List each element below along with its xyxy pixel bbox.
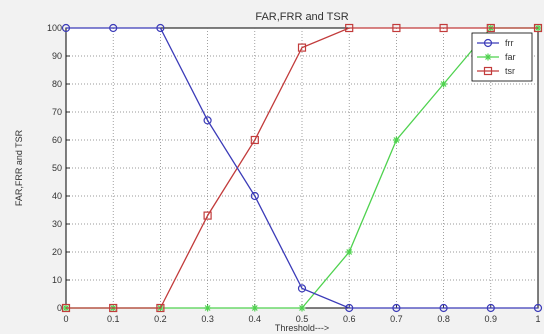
y-tick-label: 90 <box>52 51 62 61</box>
legend-label: tsr <box>505 66 515 76</box>
data-point-far <box>440 80 448 88</box>
x-tick-label: 0.4 <box>249 314 262 324</box>
data-point-far <box>345 248 353 256</box>
legend-marker <box>483 66 493 76</box>
data-point-frr <box>439 303 448 313</box>
data-point-frr <box>156 23 165 33</box>
data-point-frr <box>61 23 71 33</box>
star-stroke <box>251 305 258 311</box>
x-tick-label: 0.1 <box>107 314 120 324</box>
y-tick-label: 70 <box>52 107 62 117</box>
data-point-frr <box>392 303 401 313</box>
legend-box <box>471 32 533 82</box>
tick-labels: 0 0.1 0.2 0.3 0.4 0.5 0.6 0.7 0.8 0.9 101020304050… <box>47 23 541 324</box>
y-tick-label: 10 <box>52 275 62 285</box>
series-group <box>61 23 543 313</box>
legend-entry-tsr: tsr <box>477 66 515 76</box>
legend-marker <box>484 53 492 61</box>
grid <box>65 27 539 309</box>
x-tick-label: 0.9 <box>485 314 498 324</box>
star-stroke <box>299 305 305 311</box>
y-tick-label: 30 <box>52 219 62 229</box>
data-point-frr <box>533 303 543 313</box>
star-stroke <box>393 137 400 143</box>
star-stroke <box>346 249 353 255</box>
chart-title: FAR,FRR and TSR <box>255 11 348 23</box>
data-point-frr <box>109 23 118 33</box>
y-tick-label: 20 <box>52 247 62 257</box>
x-tick-label: 1 <box>535 314 540 324</box>
series-frr <box>61 23 543 313</box>
data-point-tsr <box>203 211 212 220</box>
y-tick-label: 80 <box>52 79 62 89</box>
data-point-frr <box>345 303 354 313</box>
star-stroke <box>204 305 211 311</box>
data-point-tsr <box>533 23 543 33</box>
legend-label: frr <box>505 38 514 48</box>
data-point-far <box>204 304 212 312</box>
x-tick-label: 0.5 <box>296 314 309 324</box>
y-tick-label: 50 <box>52 163 62 173</box>
star-stroke <box>485 54 491 60</box>
data-point-tsr <box>486 23 495 33</box>
x-tick-label: 0.7 <box>390 314 403 324</box>
data-point-frr <box>250 191 259 201</box>
legend-label: far <box>505 52 516 62</box>
data-point-far <box>251 304 259 312</box>
data-point-tsr <box>109 303 118 313</box>
data-point-frr <box>486 303 495 313</box>
y-tick-label: 40 <box>52 191 62 201</box>
data-point-tsr <box>297 43 307 52</box>
y-tick-label: 0 <box>57 303 62 313</box>
series-line-tsr <box>66 27 538 309</box>
data-point-tsr <box>61 303 71 313</box>
y-tick-label: 60 <box>52 135 62 145</box>
data-point-tsr <box>439 23 448 33</box>
data-point-tsr <box>392 23 401 33</box>
x-tick-label: 0 <box>63 314 68 324</box>
x-tick-label: 0.3 <box>201 314 214 324</box>
y-axis-label: FAR,FRR and TSR <box>14 129 24 206</box>
data-point-far <box>392 136 400 144</box>
data-point-tsr <box>156 303 165 313</box>
x-tick-label: 0.8 <box>437 314 450 324</box>
data-point-frr <box>297 284 307 293</box>
legend: frr far tsr <box>471 32 533 82</box>
data-point-frr <box>203 116 212 125</box>
legend-marker <box>483 38 493 48</box>
series-tsr <box>61 23 543 313</box>
data-point-tsr <box>345 23 354 33</box>
data-point-tsr <box>250 135 259 145</box>
legend-entry-far: far <box>477 52 516 62</box>
x-tick-label: 0.6 <box>343 314 356 324</box>
star-stroke <box>440 81 447 87</box>
data-point-far <box>298 304 306 312</box>
legend-entry-frr: frr <box>477 38 514 48</box>
y-tick-label: 100 <box>47 23 62 33</box>
x-tick-label: 0.2 <box>154 314 167 324</box>
x-axis-label: Threshold---> <box>275 323 329 333</box>
series-line-frr <box>66 27 538 309</box>
